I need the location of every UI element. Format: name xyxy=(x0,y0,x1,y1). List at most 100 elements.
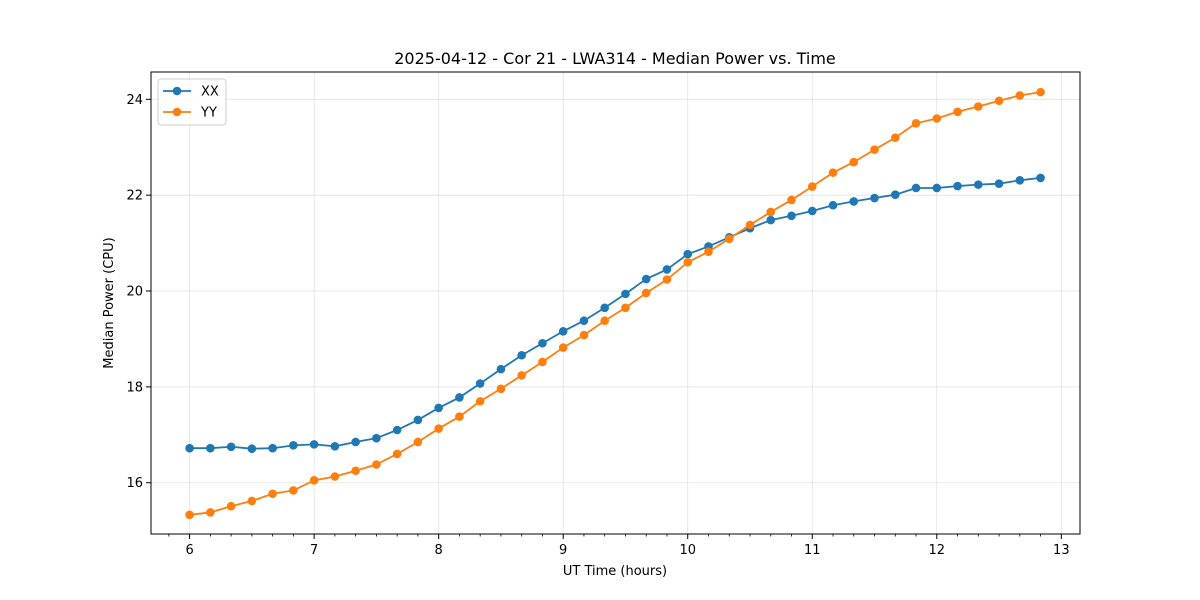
data-point-yy xyxy=(683,257,693,267)
y-tick-label: 20 xyxy=(126,285,143,300)
data-point-yy xyxy=(538,357,547,367)
data-point-xx xyxy=(185,443,194,453)
data-point-yy xyxy=(911,118,921,128)
data-point-yy xyxy=(766,207,776,217)
data-point-xx xyxy=(870,193,879,203)
data-point-xx xyxy=(849,197,859,206)
data-point-yy xyxy=(1036,87,1045,97)
y-axis-label: Median Power (CPU) xyxy=(102,237,117,368)
y-tick-label: 16 xyxy=(126,476,143,491)
data-point-yy xyxy=(807,182,817,191)
data-point-xx xyxy=(890,190,900,199)
x-tick-label: 11 xyxy=(804,543,821,558)
data-point-yy xyxy=(455,412,464,421)
data-point-yy xyxy=(330,472,340,481)
x-tick-label: 9 xyxy=(559,543,567,558)
data-point-xx xyxy=(413,415,423,425)
data-point-yy xyxy=(372,460,381,469)
data-point-xx xyxy=(558,326,568,336)
data-point-xx xyxy=(579,316,589,326)
data-point-xx xyxy=(538,338,547,348)
data-point-yy xyxy=(704,247,713,257)
data-point-xx xyxy=(268,443,277,453)
data-point-xx xyxy=(641,274,651,284)
data-point-xx xyxy=(683,249,693,259)
grid xyxy=(151,72,1080,534)
series-layer xyxy=(185,87,1045,520)
x-tick-label: 12 xyxy=(929,543,946,558)
x-tick-label: 6 xyxy=(185,543,193,558)
x-tick-label: 10 xyxy=(679,543,696,558)
y-tick-label: 24 xyxy=(126,93,143,108)
data-point-yy xyxy=(268,489,277,499)
data-point-xx xyxy=(1015,176,1025,185)
data-point-xx xyxy=(226,442,236,452)
data-point-yy xyxy=(392,449,402,459)
data-point-yy xyxy=(849,157,859,167)
data-point-yy xyxy=(890,133,900,142)
data-point-xx xyxy=(600,303,610,313)
data-point-yy xyxy=(206,508,215,517)
legend: XX YY xyxy=(157,78,227,126)
data-point-xx xyxy=(434,403,443,413)
data-point-yy xyxy=(724,234,734,244)
legend-marker-xx xyxy=(172,86,182,96)
data-point-xx xyxy=(973,180,983,189)
data-point-yy xyxy=(517,371,526,380)
data-point-yy xyxy=(953,107,962,117)
data-point-xx xyxy=(1036,173,1045,183)
data-point-yy xyxy=(185,510,194,520)
plot-frame xyxy=(150,71,1081,535)
legend-label-xx: XX xyxy=(201,85,219,100)
legend-marker-yy xyxy=(172,107,182,117)
data-point-yy xyxy=(309,476,319,485)
data-point-xx xyxy=(766,215,776,225)
data-point-xx xyxy=(372,433,381,443)
x-axis-label: UT Time (hours) xyxy=(563,564,667,579)
data-point-yy xyxy=(351,466,360,476)
axes: 6 7 8 9 10 11 12 13 16 18 20 22 24 xyxy=(126,93,1069,558)
data-point-xx xyxy=(392,425,402,435)
data-point-yy xyxy=(621,303,630,313)
data-point-xx xyxy=(953,181,962,191)
data-point-xx xyxy=(787,211,796,221)
data-point-yy xyxy=(226,501,236,511)
x-tick-label: 8 xyxy=(435,543,443,558)
data-point-yy xyxy=(475,396,485,406)
data-point-yy xyxy=(579,330,589,340)
data-point-yy xyxy=(247,496,257,506)
x-tick-label: 7 xyxy=(310,543,318,558)
data-point-yy xyxy=(413,437,423,447)
data-point-xx xyxy=(247,444,257,453)
data-point-xx xyxy=(455,393,464,402)
data-point-xx xyxy=(911,183,921,193)
data-point-xx xyxy=(932,183,942,193)
data-point-yy xyxy=(434,424,443,433)
data-point-xx xyxy=(330,441,340,451)
y-tick-label: 18 xyxy=(126,380,143,395)
data-point-yy xyxy=(662,275,672,284)
data-point-xx xyxy=(662,265,672,274)
data-point-xx xyxy=(496,364,506,374)
data-point-yy xyxy=(787,195,796,205)
data-point-xx xyxy=(351,437,360,447)
data-point-xx xyxy=(807,206,817,216)
data-point-yy xyxy=(1015,91,1025,100)
chart-title: 2025-04-12 - Cor 21 - LWA314 - Median Po… xyxy=(394,49,836,68)
y-tick-label: 22 xyxy=(126,189,143,204)
data-point-xx xyxy=(289,441,298,450)
data-point-yy xyxy=(828,168,838,177)
data-point-xx xyxy=(475,379,485,388)
data-point-yy xyxy=(558,343,568,352)
data-point-yy xyxy=(496,384,506,394)
x-tick-label: 13 xyxy=(1053,543,1070,558)
data-point-yy xyxy=(932,114,942,123)
data-point-xx xyxy=(994,179,1004,188)
data-point-xx xyxy=(828,200,838,210)
data-point-yy xyxy=(973,102,983,111)
data-point-yy xyxy=(641,288,651,298)
data-point-xx xyxy=(206,443,215,453)
legend-label-yy: YY xyxy=(200,106,217,121)
data-point-xx xyxy=(309,440,319,449)
